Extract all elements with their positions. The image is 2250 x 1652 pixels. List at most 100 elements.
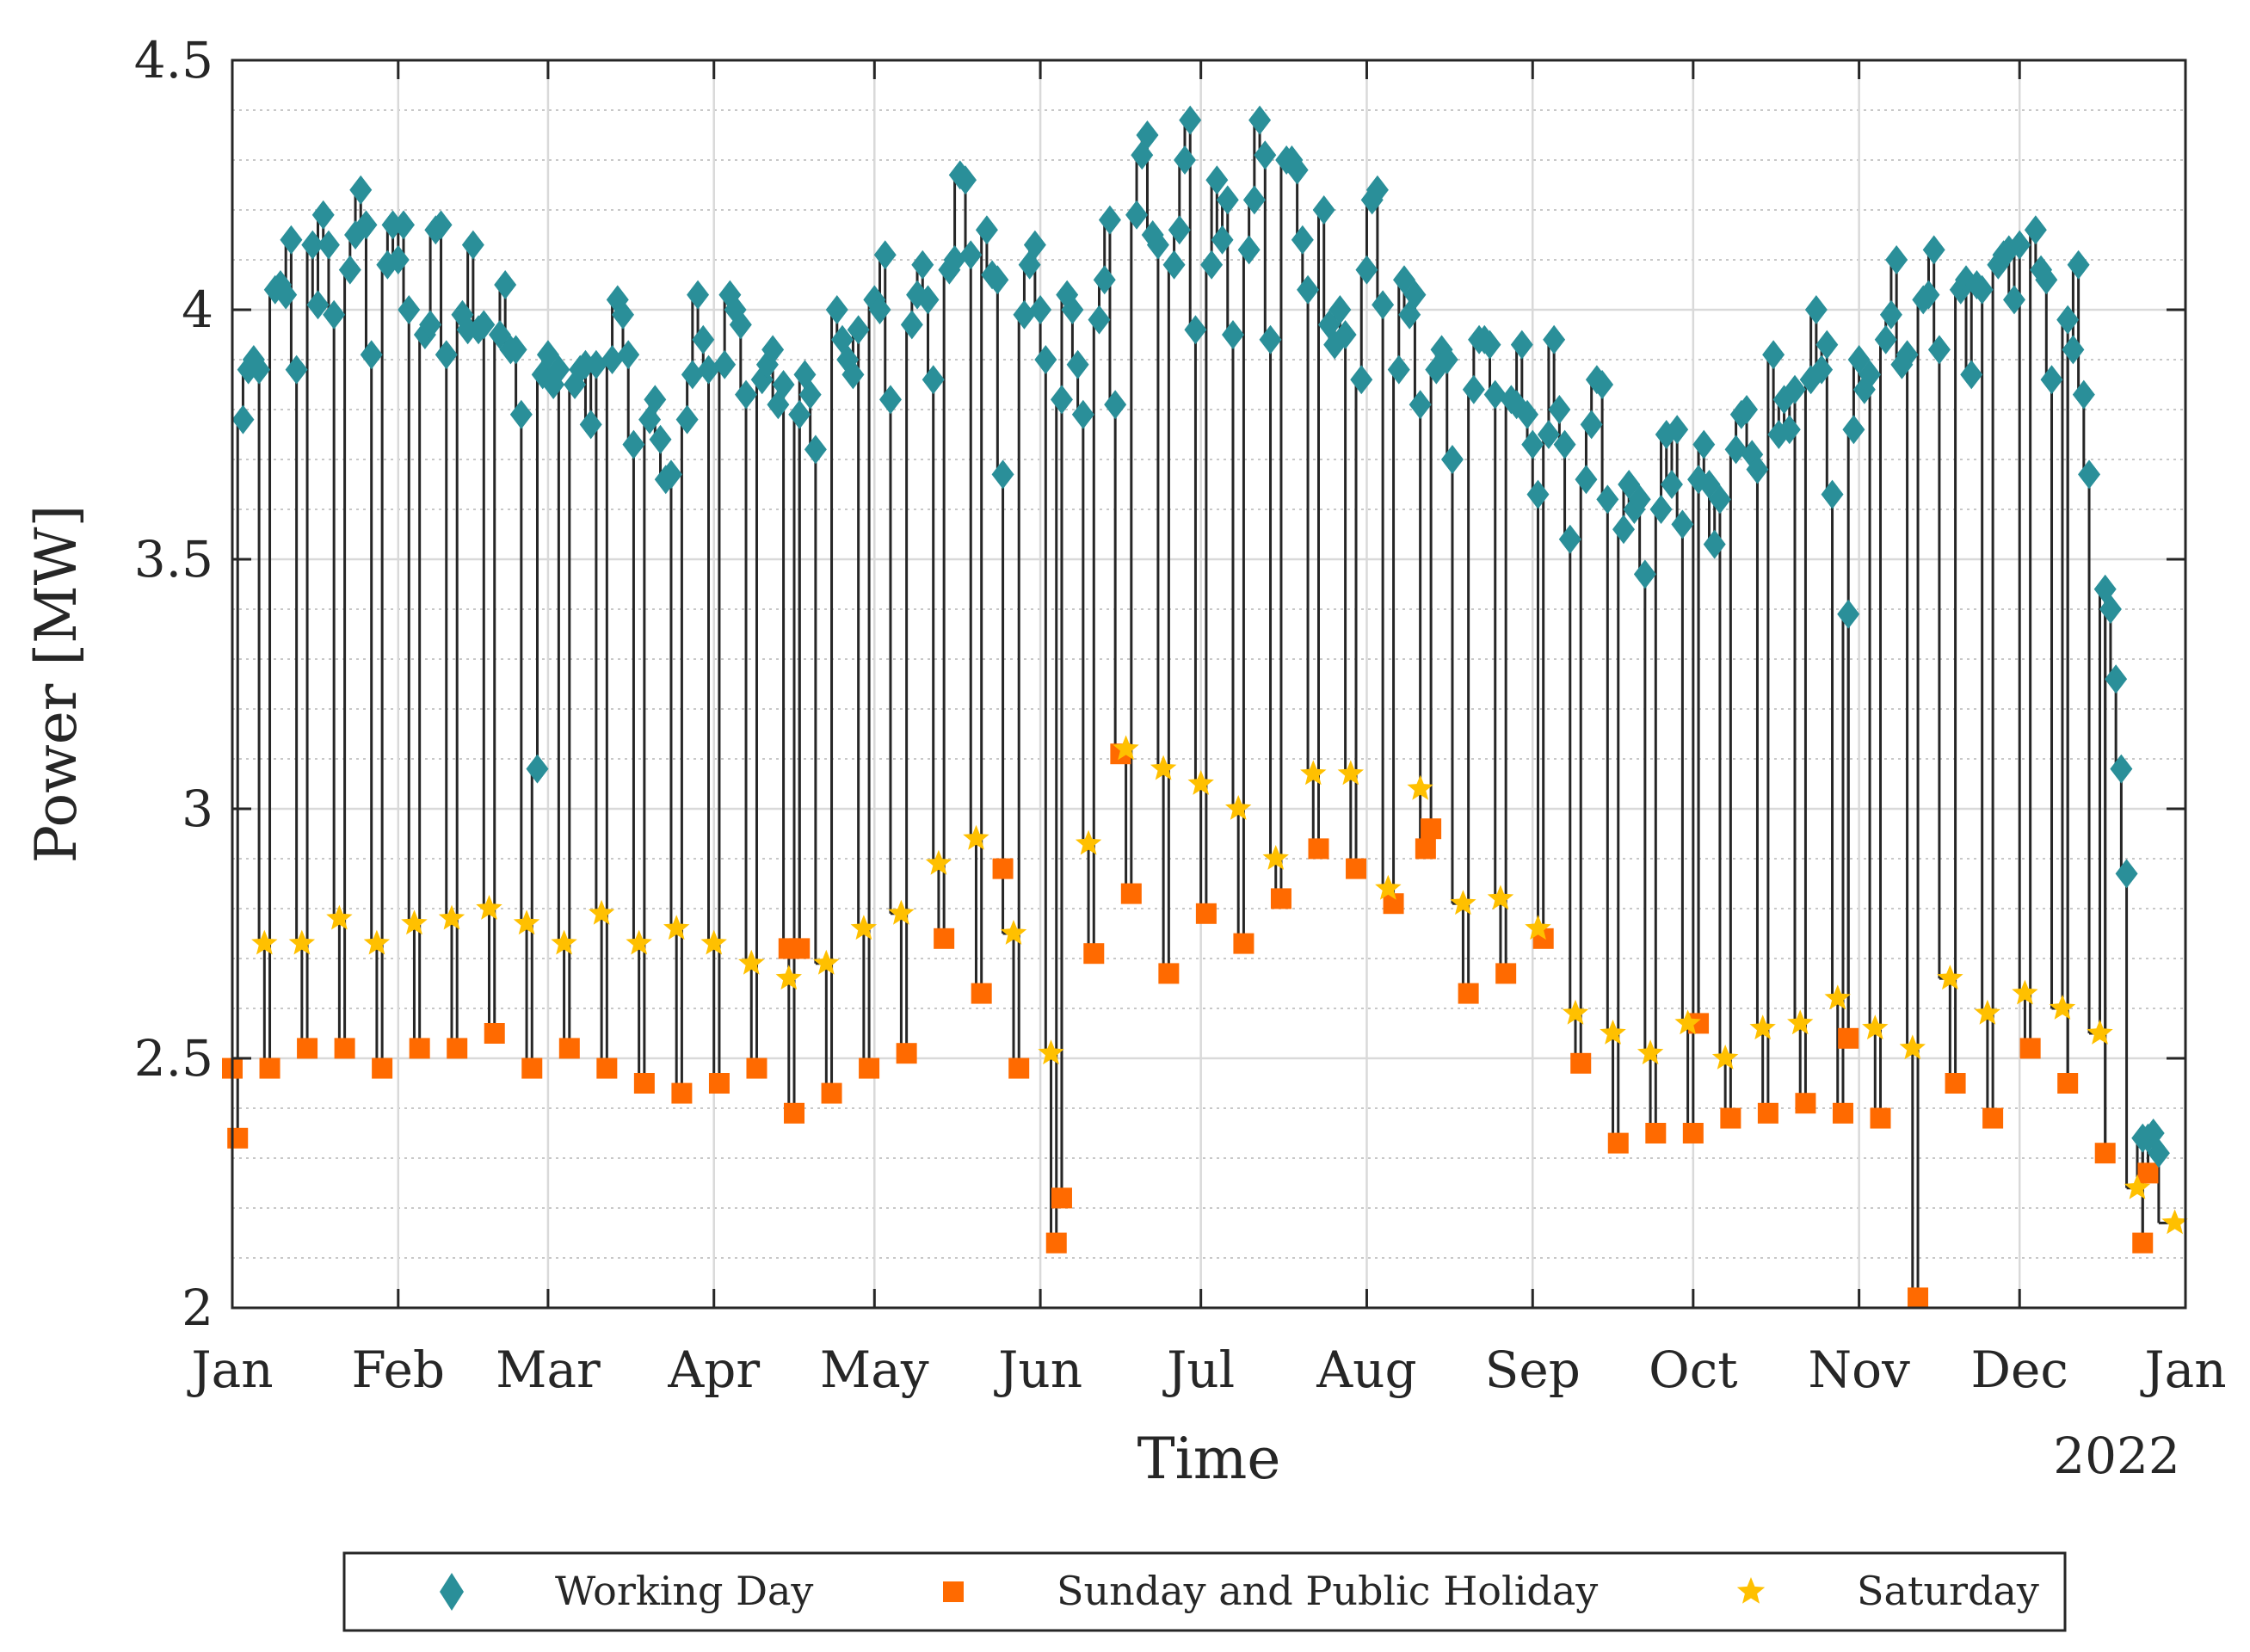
y-tick-label: 2.5 [134, 1029, 213, 1088]
working-day-point [301, 230, 324, 260]
working-day-point [959, 240, 983, 270]
saturday-point [513, 909, 540, 935]
working-day-point [386, 245, 410, 274]
saturday-point [326, 904, 353, 930]
saturday-point [1937, 965, 1963, 990]
working-day-point [954, 165, 977, 195]
working-day-point [1023, 230, 1046, 260]
saturday-point [626, 929, 652, 955]
y-tick-labels: 2 2.5 3 3.5 4 4.5 [134, 31, 213, 1337]
sunday-holiday-point [1682, 1123, 1704, 1143]
working-day-point [1580, 410, 1603, 440]
x-tick-label: Nov [1808, 1341, 1910, 1399]
working-day-point [429, 210, 453, 240]
sunday-holiday-point [896, 1043, 917, 1064]
working-day-point [2062, 335, 2085, 365]
working-day-point [1242, 185, 1266, 215]
working-day-point [1859, 360, 1882, 390]
working-day-point [317, 230, 340, 260]
sunday-holiday-point [1982, 1107, 2004, 1129]
working-day-point [1784, 374, 1806, 404]
working-day-point [1098, 205, 1121, 235]
working-day-point [1403, 280, 1427, 310]
y-axis-title: Power [MW] [23, 505, 89, 863]
working-day-point [1596, 484, 1619, 515]
working-day-point [1248, 105, 1272, 135]
working-day-point [1575, 465, 1598, 495]
working-day-point [1093, 265, 1116, 295]
working-day-point [788, 399, 811, 429]
working-day-point [1660, 470, 1683, 499]
working-day-point [579, 410, 602, 440]
saturday-point [1562, 999, 1589, 1025]
sunday-holiday-point [1795, 1093, 1816, 1114]
working-day-point [2067, 250, 2090, 280]
working-day-point [1168, 215, 1191, 245]
saturday-point [1824, 984, 1851, 1010]
working-day-point [1205, 165, 1229, 195]
data-markers [222, 105, 2188, 1309]
working-day-point [1724, 435, 1748, 465]
working-day-point [1328, 295, 1352, 324]
working-day-point [2110, 754, 2133, 784]
working-day-point [644, 385, 667, 415]
working-day-point [504, 335, 527, 365]
working-day-point [873, 240, 897, 270]
sunday-holiday-point [1870, 1107, 1891, 1129]
working-day-point [280, 225, 303, 255]
sunday-holiday-point [334, 1038, 355, 1059]
sunday-holiday-point [1270, 888, 1291, 909]
sunday-holiday-point [1083, 943, 1105, 965]
working-day-point [1409, 390, 1432, 420]
working-day-point [248, 354, 271, 385]
axis-ticks [231, 59, 2187, 1310]
working-day-point [1778, 415, 1801, 445]
working-day-point [1483, 379, 1507, 410]
working-day-point [461, 230, 484, 260]
sunday-holiday-point [1308, 838, 1329, 860]
working-day-point [584, 349, 607, 379]
working-day-point [1355, 255, 1378, 285]
working-day-point [1162, 250, 1186, 280]
sunday-holiday-point [1607, 1132, 1629, 1154]
working-day-point [1917, 280, 1940, 310]
working-day-point [1703, 529, 1726, 559]
sunday-holiday-point [1908, 1287, 1929, 1309]
legend-working-day-marker [440, 1573, 464, 1611]
working-day-point [547, 354, 570, 385]
working-day-point [1927, 335, 1951, 365]
saturday-point [1375, 874, 1402, 900]
working-day-point [2115, 859, 2138, 889]
sunday-holiday-point [746, 1057, 767, 1079]
working-day-point [1591, 370, 1614, 399]
working-day-point [975, 215, 998, 245]
sunday-holiday-point [2094, 1143, 2116, 1164]
working-day-point [1837, 599, 1860, 629]
working-day-point [612, 299, 634, 330]
y-tick-label: 4.5 [134, 31, 213, 89]
year-label: 2022 [2053, 1427, 2180, 1485]
working-day-point [1558, 524, 1581, 554]
saturday-point [1787, 1009, 1814, 1035]
saturday-point [1000, 920, 1027, 945]
working-day-point [713, 349, 737, 379]
working-day-point [1735, 395, 1759, 424]
sunday-holiday-point [409, 1038, 430, 1059]
sunday-holiday-point [2057, 1073, 2079, 1094]
working-day-point [435, 340, 458, 370]
working-day-point [2008, 230, 2031, 260]
sunday-holiday-point [1195, 903, 1217, 924]
working-day-point [231, 404, 255, 435]
legend: Working Day Sunday and Public Holiday Sa… [342, 1551, 2067, 1632]
sunday-holiday-point [934, 928, 955, 949]
working-day-point [1692, 429, 1716, 459]
sunday-holiday-point [1757, 1102, 1778, 1124]
working-day-point [1013, 299, 1036, 330]
working-day-point [392, 210, 416, 240]
sunday-holiday-point [1838, 1027, 1859, 1049]
y-tick-label: 3.5 [134, 530, 213, 589]
working-day-point [798, 379, 822, 410]
x-tick-label: Dec [1971, 1341, 2068, 1399]
working-day-point [419, 310, 442, 340]
saturday-point [1974, 999, 2001, 1025]
